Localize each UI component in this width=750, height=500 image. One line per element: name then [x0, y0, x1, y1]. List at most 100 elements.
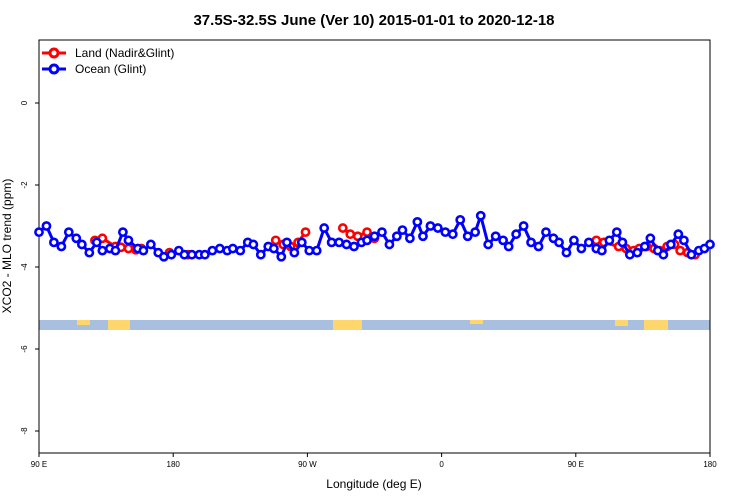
- land-patch: [108, 320, 130, 330]
- data-point: [591, 235, 602, 246]
- data-point: [397, 225, 408, 235]
- data-point: [418, 231, 428, 242]
- data-point: [304, 245, 315, 256]
- data-point: [705, 239, 715, 250]
- data-point: [110, 245, 121, 256]
- legend: Land (Nadir&Glint) Ocean (Glint): [42, 46, 174, 76]
- data-point: [624, 249, 635, 260]
- data-point: [583, 237, 594, 248]
- data-point: [138, 245, 149, 256]
- data-point: [34, 227, 44, 238]
- data-point: [49, 237, 59, 248]
- data-point: [91, 237, 102, 248]
- data-point: [665, 239, 676, 250]
- data-point: [186, 249, 197, 260]
- x-tick-label: 0: [439, 460, 444, 469]
- x-tick-label: 90 E: [31, 460, 47, 469]
- data-point: [248, 239, 259, 250]
- data-point: [490, 231, 501, 242]
- data-point: [296, 237, 307, 248]
- data-point: [470, 227, 481, 238]
- data-point: [673, 229, 684, 240]
- legend-land-label: Land (Nadir&Glint): [75, 46, 174, 60]
- data-point: [440, 227, 451, 238]
- x-axis-label: Longitude (deg E): [326, 477, 421, 491]
- data-point: [289, 247, 300, 258]
- ocean-band: [39, 320, 710, 330]
- data-point: [362, 227, 372, 238]
- data-point: [645, 233, 656, 244]
- data-point: [123, 235, 134, 246]
- data-point: [569, 235, 579, 246]
- data-point: [405, 233, 415, 244]
- data-point: [362, 235, 372, 246]
- data-point: [300, 227, 311, 238]
- data-point: [319, 223, 330, 233]
- data-point: [533, 241, 544, 252]
- data-point: [384, 239, 395, 250]
- data-point: [268, 243, 279, 254]
- data-point: [97, 245, 108, 256]
- data-point: [349, 241, 359, 252]
- data-point: [270, 235, 281, 246]
- data-point: [166, 249, 177, 260]
- data-point: [412, 216, 423, 227]
- data-point: [369, 231, 380, 242]
- data-point: [455, 214, 466, 225]
- data-point: [345, 229, 356, 240]
- y-tick-label: -4: [20, 263, 29, 271]
- x-tick-label: 90 W: [298, 460, 317, 469]
- data-point: [41, 221, 52, 231]
- legend-ocean-marker: [48, 63, 60, 75]
- data-point: [432, 223, 443, 233]
- y-axis-label: XCO2 - MLO trend (ppm): [0, 179, 14, 314]
- y-tick-label: -8: [20, 427, 29, 435]
- series-layer: [34, 210, 715, 262]
- data-point: [235, 245, 246, 256]
- data-point: [632, 247, 643, 258]
- data-point: [596, 245, 607, 256]
- data-point: [311, 245, 322, 256]
- data-point: [462, 231, 473, 242]
- data-point: [391, 231, 402, 242]
- land-patch: [333, 320, 362, 330]
- data-point: [483, 239, 494, 250]
- data-point: [158, 251, 169, 262]
- data-point: [227, 243, 238, 254]
- data-point: [281, 237, 292, 248]
- data-point: [604, 235, 615, 246]
- y-tick-label: -2: [20, 181, 29, 189]
- land-patch: [615, 320, 628, 326]
- data-point: [475, 210, 486, 221]
- data-point: [675, 245, 686, 256]
- land-ocean-band: [39, 320, 710, 330]
- land-patch: [77, 320, 90, 325]
- data-point: [611, 227, 622, 238]
- x-tick-label: 180: [167, 460, 181, 469]
- data-point: [503, 241, 514, 252]
- data-point: [337, 223, 348, 233]
- data-point: [526, 237, 536, 248]
- data-point: [447, 229, 458, 240]
- data-point: [498, 235, 509, 246]
- data-point: [214, 243, 225, 254]
- data-point: [541, 227, 551, 238]
- data-point: [84, 247, 95, 258]
- series-ocean: [34, 210, 715, 262]
- data-point: [334, 237, 344, 248]
- data-point: [425, 221, 436, 231]
- y-tick-label: -6: [20, 345, 29, 353]
- data-point: [511, 229, 522, 240]
- x-tick-label: 90 E: [568, 460, 584, 469]
- x-axis: 90 E 180 90 W 0 90 E 180: [31, 453, 717, 469]
- legend-ocean-label: Ocean (Glint): [75, 62, 146, 76]
- data-point: [255, 249, 266, 260]
- data-point: [117, 227, 128, 238]
- x-tick-label: 180: [703, 460, 717, 469]
- data-point: [639, 241, 650, 252]
- data-point: [179, 249, 190, 260]
- data-point: [145, 239, 156, 250]
- data-point: [518, 221, 529, 231]
- land-patch: [644, 320, 668, 330]
